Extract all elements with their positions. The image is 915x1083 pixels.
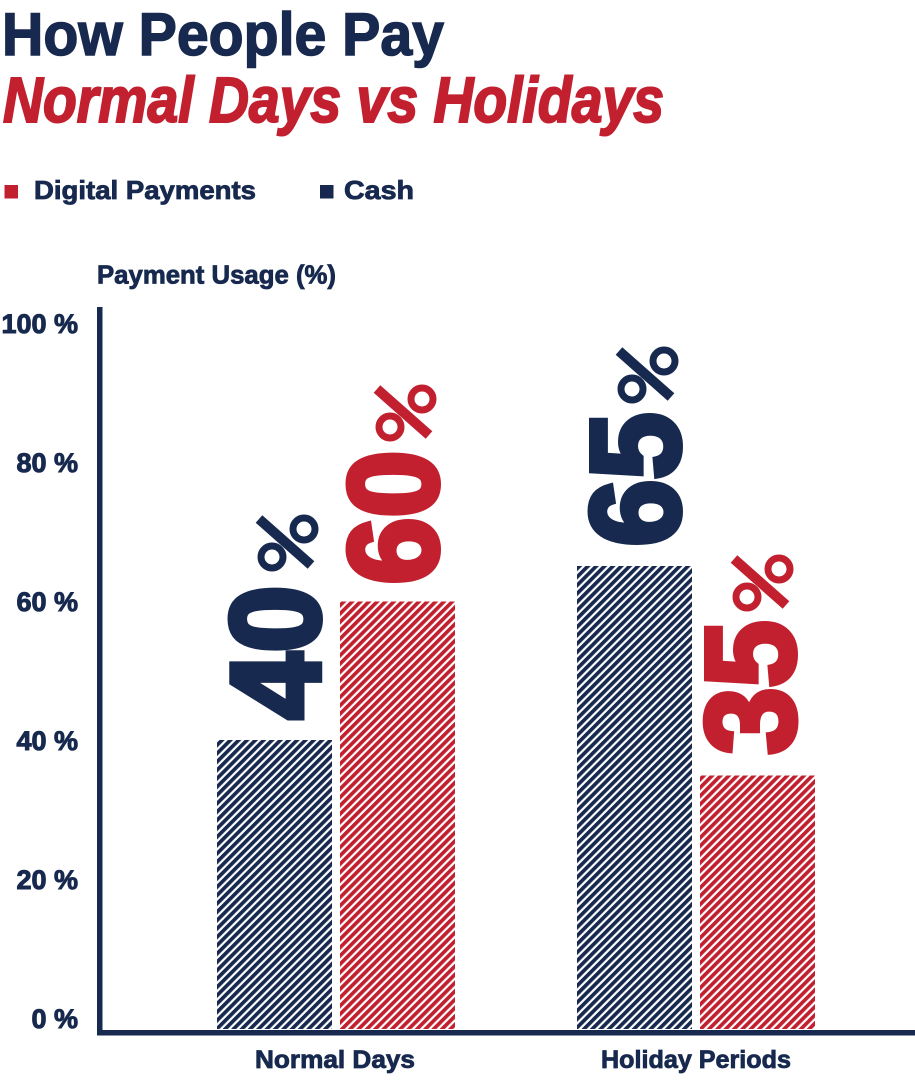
svg-text:60 %: 60 % (16, 587, 78, 617)
svg-text:Holiday Periods: Holiday Periods (601, 1046, 791, 1074)
svg-text:20 %: 20 % (16, 865, 78, 895)
svg-text:35: 35 (680, 621, 821, 755)
svg-text:60: 60 (323, 451, 464, 585)
svg-text:40 %: 40 % (16, 726, 78, 756)
svg-text:Digital Payments: Digital Payments (34, 175, 256, 205)
svg-text:65: 65 (565, 413, 706, 547)
svg-text:How People Pay: How People Pay (2, 1, 445, 68)
svg-text:40: 40 (205, 586, 346, 720)
svg-text:80 %: 80 % (16, 448, 78, 478)
svg-text:Cash: Cash (344, 175, 414, 205)
svg-text:Payment Usage (%): Payment Usage (%) (97, 260, 336, 290)
svg-text:100 %: 100 % (1, 309, 78, 339)
svg-text:Normal Days: Normal Days (255, 1046, 415, 1074)
svg-text:Normal Days vs Holidays: Normal Days vs Holidays (3, 64, 664, 136)
svg-text:0 %: 0 % (31, 1004, 78, 1034)
